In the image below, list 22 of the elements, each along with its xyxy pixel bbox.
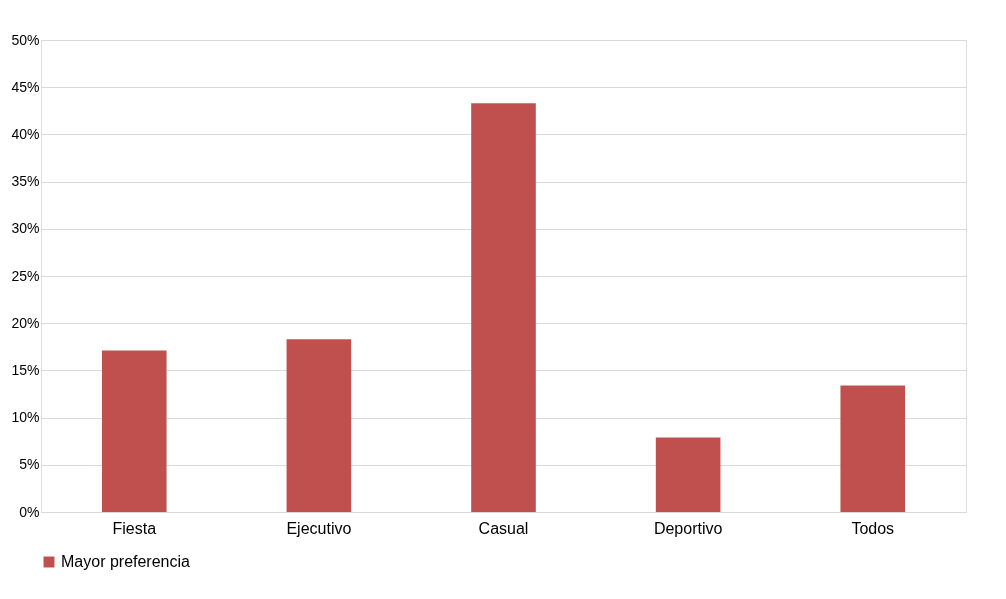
y-tick-label: 50% xyxy=(11,31,40,48)
x-tick-label: Fiesta xyxy=(112,519,157,537)
x-tick-label: Todos xyxy=(851,519,895,537)
bar xyxy=(840,385,906,512)
y-tick-label: 5% xyxy=(19,456,40,473)
y-tick-label: 40% xyxy=(11,125,40,142)
y-tick-label: 20% xyxy=(11,314,40,331)
bar xyxy=(286,339,352,512)
y-tick-label: 30% xyxy=(11,220,40,237)
x-tick-label: Ejecutivo xyxy=(286,519,352,537)
bar xyxy=(471,103,536,512)
bar xyxy=(101,350,167,512)
y-tick-label: 15% xyxy=(11,361,40,378)
x-tick-label: Deportivo xyxy=(653,519,723,537)
bar xyxy=(655,437,721,512)
legend-label: Mayor preferencia xyxy=(61,553,191,570)
x-tick-label: Casual xyxy=(478,519,529,537)
y-tick-label: 0% xyxy=(19,503,40,520)
y-tick-label: 45% xyxy=(11,78,40,95)
y-tick-label: 35% xyxy=(11,173,40,190)
y-tick-label: 25% xyxy=(11,267,40,284)
y-tick-label: 10% xyxy=(11,409,40,426)
